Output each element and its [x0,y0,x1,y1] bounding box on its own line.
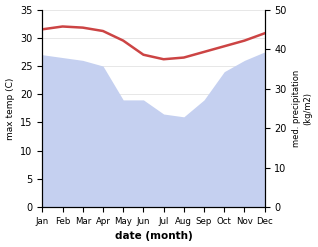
Y-axis label: med. precipitation
(kg/m2): med. precipitation (kg/m2) [292,70,313,147]
X-axis label: date (month): date (month) [114,231,192,242]
Y-axis label: max temp (C): max temp (C) [5,77,15,140]
